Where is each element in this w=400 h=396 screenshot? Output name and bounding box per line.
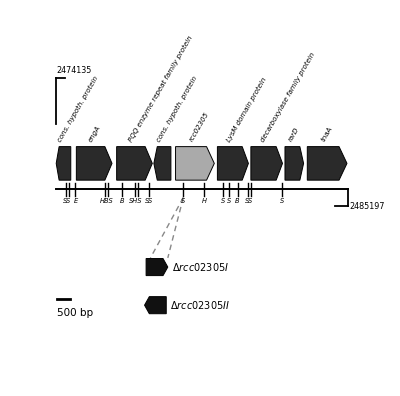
Text: engA: engA xyxy=(88,124,102,143)
Text: H: H xyxy=(202,198,207,204)
Text: cons. hypoth. protein: cons. hypoth. protein xyxy=(156,75,198,143)
Text: 2474135: 2474135 xyxy=(56,66,92,75)
Text: Km$^r$: Km$^r$ xyxy=(146,300,163,310)
Text: $\it{\Delta}$$\it{rcc02305II}$: $\it{\Delta}$$\it{rcc02305II}$ xyxy=(170,299,230,311)
Polygon shape xyxy=(176,147,214,180)
Polygon shape xyxy=(285,147,304,180)
Text: 2485197: 2485197 xyxy=(349,202,385,211)
Polygon shape xyxy=(218,147,248,180)
Text: S: S xyxy=(280,198,284,204)
Text: HBS: HBS xyxy=(100,198,113,204)
Text: SS: SS xyxy=(144,198,153,204)
Text: 500 bp: 500 bp xyxy=(57,308,93,318)
Polygon shape xyxy=(307,147,347,180)
Text: Km$^r$: Km$^r$ xyxy=(148,262,164,272)
Polygon shape xyxy=(251,147,282,180)
Text: decarboxylase family protein: decarboxylase family protein xyxy=(260,51,316,143)
Text: B: B xyxy=(120,198,124,204)
Text: LysM domain protein: LysM domain protein xyxy=(226,76,268,143)
Text: SS: SS xyxy=(63,198,71,204)
Text: tnaA: tnaA xyxy=(320,126,334,143)
Text: E: E xyxy=(73,198,78,204)
Text: cons. hypoth. protein: cons. hypoth. protein xyxy=(57,75,100,143)
Text: S: S xyxy=(181,198,186,204)
Polygon shape xyxy=(76,147,112,180)
Polygon shape xyxy=(144,297,166,314)
Polygon shape xyxy=(146,259,168,276)
Text: S: S xyxy=(227,198,231,204)
Polygon shape xyxy=(154,147,171,180)
Text: rarD: rarD xyxy=(288,127,300,143)
Text: B: B xyxy=(235,198,240,204)
Text: S: S xyxy=(221,198,225,204)
Polygon shape xyxy=(117,147,152,180)
Text: PQQ enzyme repeat family protein: PQQ enzyme repeat family protein xyxy=(128,34,194,143)
Text: rcc02305: rcc02305 xyxy=(188,111,210,143)
Polygon shape xyxy=(56,147,71,180)
Text: $\it{\Delta}$$\it{rcc02305I}$: $\it{\Delta}$$\it{rcc02305I}$ xyxy=(172,261,228,273)
Text: SHS: SHS xyxy=(130,198,143,204)
Text: SS: SS xyxy=(245,198,254,204)
